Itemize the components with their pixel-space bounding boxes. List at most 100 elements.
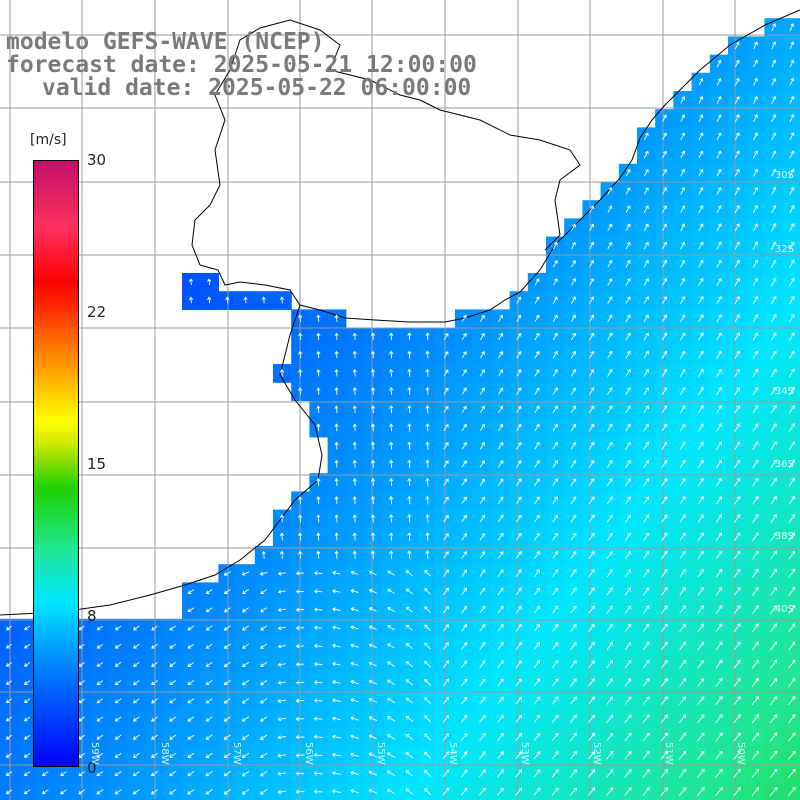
wind-arrow <box>389 386 394 395</box>
wind-arrow <box>277 662 286 667</box>
wind-arrow <box>753 150 759 159</box>
wind-arrow <box>734 495 741 505</box>
wind-arrow <box>788 677 796 687</box>
wind-arrow <box>316 314 321 322</box>
wind-arrow <box>697 605 705 614</box>
wind-arrow <box>625 459 631 468</box>
wind-arrow <box>334 405 339 414</box>
wind-arrow <box>698 205 704 214</box>
wind-arrow <box>698 168 704 177</box>
wind-arrow <box>788 641 796 651</box>
wind-arrow <box>697 768 705 778</box>
wind-arrow <box>570 405 577 414</box>
wind-arrow <box>370 350 376 359</box>
wind-arrow <box>516 460 522 468</box>
wind-arrow <box>733 714 741 724</box>
wind-arrow <box>752 495 759 505</box>
wind-arrow <box>771 114 777 123</box>
wind-arrow <box>424 733 432 741</box>
wind-arrow <box>551 732 559 742</box>
wind-arrow <box>697 550 704 560</box>
wind-arrow <box>734 477 741 487</box>
wind-arrow <box>461 642 468 650</box>
wind-arrow <box>625 278 631 286</box>
wind-arrow <box>169 734 177 740</box>
wind-arrow <box>788 714 796 724</box>
wind-arrow <box>625 405 631 414</box>
wind-arrow <box>770 641 778 651</box>
wind-arrow <box>588 405 595 414</box>
wind-arrow <box>425 514 430 523</box>
wind-arrow <box>133 643 140 649</box>
wind-arrow <box>277 644 286 649</box>
wind-arrow <box>497 514 504 523</box>
wind-arrow <box>734 459 741 469</box>
wind-arrow <box>279 514 285 523</box>
wind-arrow <box>187 789 195 795</box>
lon-label-53w: 53W <box>519 742 530 765</box>
wind-arrow <box>588 769 596 778</box>
wind-arrow <box>205 680 213 686</box>
wind-arrow <box>334 459 339 468</box>
wind-arrow <box>789 277 795 287</box>
wind-arrow <box>298 550 303 559</box>
wind-arrow <box>624 587 632 596</box>
wind-arrow <box>789 241 795 250</box>
wind-arrow <box>570 423 577 432</box>
wind-arrow <box>642 678 650 687</box>
wind-arrow <box>606 696 614 705</box>
wind-arrow <box>607 423 613 432</box>
wind-arrow <box>443 478 449 486</box>
wind-arrow <box>734 150 740 159</box>
wind-arrow <box>96 752 104 758</box>
wind-arrow <box>662 223 667 232</box>
wind-arrow <box>405 715 414 722</box>
wind-arrow <box>534 441 540 450</box>
wind-arrow <box>461 442 467 450</box>
wind-arrow <box>606 496 613 505</box>
wind-arrow <box>679 387 686 396</box>
wind-arrow <box>480 332 485 341</box>
wind-arrow <box>680 187 686 195</box>
wind-arrow <box>679 677 686 687</box>
wind-arrow <box>589 223 595 232</box>
colorbar-tick-22: 22 <box>87 303 107 321</box>
wind-arrow <box>331 698 341 703</box>
wind-arrow <box>662 132 667 141</box>
wind-arrow <box>789 223 795 232</box>
wind-arrow <box>607 241 613 250</box>
wind-arrow <box>624 750 632 760</box>
wind-arrow <box>461 696 468 705</box>
wind-arrow <box>606 641 613 651</box>
wind-arrow <box>569 750 577 760</box>
wind-arrow <box>716 277 722 286</box>
wind-arrow <box>295 625 305 631</box>
wind-arrow <box>515 678 522 687</box>
wind-arrow <box>316 477 321 486</box>
wind-arrow <box>534 423 540 432</box>
coastline <box>0 9 800 616</box>
wind-arrow <box>316 332 321 341</box>
wind-arrow <box>660 768 668 778</box>
wind-arrow <box>643 278 649 286</box>
wind-arrow <box>277 771 287 776</box>
wind-arrow <box>223 589 231 594</box>
wind-arrow <box>169 716 177 722</box>
wind-arrow <box>552 605 559 614</box>
wind-arrow <box>5 734 13 740</box>
wind-arrow <box>424 769 432 778</box>
wind-arrow <box>350 661 359 666</box>
wind-arrow <box>187 734 195 740</box>
wind-arrow <box>442 751 450 759</box>
wind-arrow <box>625 423 631 432</box>
wind-arrow <box>752 386 759 396</box>
wind-arrow <box>407 386 412 395</box>
wind-arrow <box>368 588 377 594</box>
wind-arrow <box>515 714 522 723</box>
wind-arrow <box>42 771 49 776</box>
wind-arrow <box>788 459 795 469</box>
wind-arrow <box>788 586 796 596</box>
wind-arrow <box>497 696 504 705</box>
wind-arrow <box>680 205 686 213</box>
wind-arrow <box>661 296 668 305</box>
